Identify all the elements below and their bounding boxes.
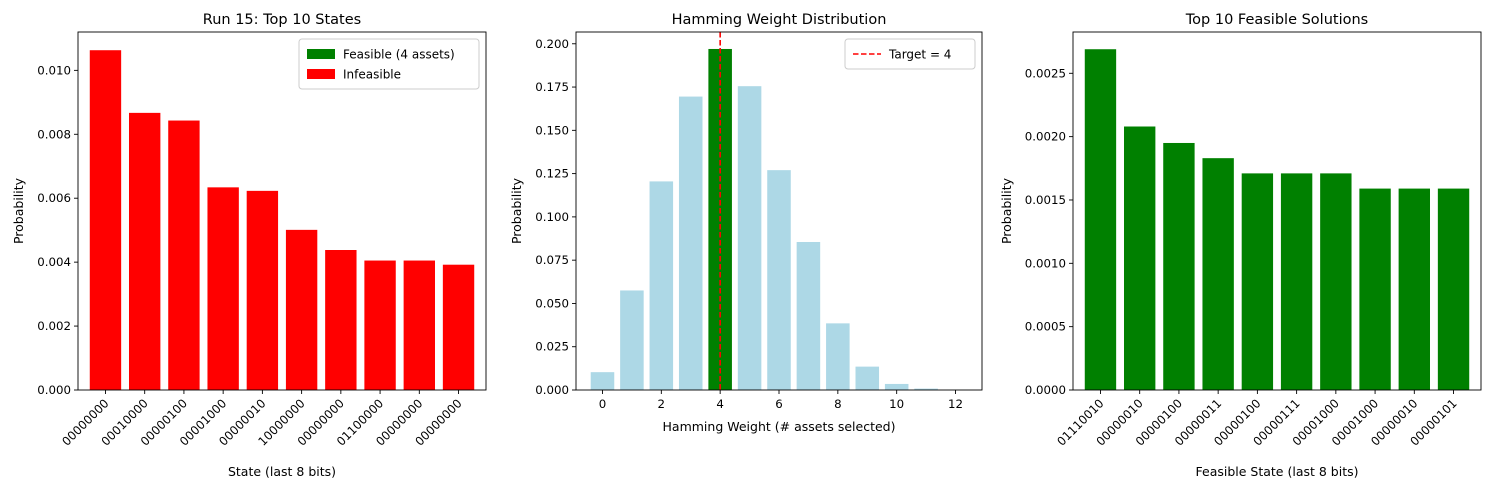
y-tick-label: 0.004	[37, 255, 71, 269]
y-tick-label: 0.0000	[1025, 383, 1066, 397]
y-tick-label: 0.050	[535, 296, 569, 310]
y-tick-label: 0.175	[535, 80, 569, 94]
bar	[285, 229, 318, 390]
y-axis-label: Probability	[999, 177, 1014, 244]
y-tick-label: 0.200	[535, 37, 569, 51]
x-tick-label: 12	[948, 397, 963, 411]
bar	[1398, 188, 1430, 390]
y-tick-label: 0.100	[535, 210, 569, 224]
bar	[403, 260, 435, 390]
x-tick-label: 4	[716, 397, 724, 411]
bars	[590, 48, 968, 391]
chart-panel-1: 0.000 0.002 0.004 0.006 0.008 0.010 0000000000…	[11, 12, 487, 479]
bar	[364, 260, 396, 390]
bar	[1359, 188, 1391, 390]
x-axis-label: Hamming Weight (# assets selected)	[663, 419, 896, 434]
y-axis-label: Probability	[509, 177, 524, 244]
bar	[649, 181, 674, 390]
bar	[325, 250, 357, 390]
bar	[1202, 158, 1234, 390]
legend: Target = 4	[844, 38, 976, 70]
chart-title: Run 15: Top 10 States	[203, 12, 361, 28]
y-tick-label: 0.002	[37, 319, 71, 333]
bar	[884, 383, 909, 390]
y-tick-label: 0.075	[535, 253, 569, 267]
bar	[207, 187, 239, 390]
y-tick-label: 0.0025	[1025, 66, 1066, 80]
axes-frame	[1072, 31, 1482, 391]
bar	[914, 388, 938, 390]
y-axis: 0.000 0.002 0.004 0.006 0.008 0.010	[37, 63, 78, 397]
y-tick-label: 0.025	[535, 340, 569, 354]
bar	[826, 323, 850, 390]
bars	[1084, 49, 1470, 390]
bar	[129, 112, 161, 391]
y-tick-label: 0.006	[37, 191, 71, 205]
y-tick-label: 0.150	[535, 123, 569, 137]
y-tick-label: 0.0010	[1025, 256, 1066, 270]
x-axis-label: Feasible State (last 8 bits)	[1196, 464, 1359, 479]
y-tick-label: 0.0020	[1025, 130, 1066, 144]
bar	[1241, 173, 1274, 390]
legend-label: Infeasible	[343, 68, 401, 82]
x-tick-label: 10	[889, 397, 904, 411]
bar	[246, 190, 279, 390]
x-tick-label: 6	[775, 397, 783, 411]
bar	[1280, 173, 1313, 390]
chart-panel-3: 0.0000 0.0005 0.0010 0.0015 0.0020 0.0025 0111…	[999, 12, 1482, 479]
y-tick-label: 0.000	[535, 383, 569, 397]
y-tick-label: 0.0015	[1025, 193, 1066, 207]
x-tick-label: 8	[834, 397, 842, 411]
x-tick-label: 2	[658, 397, 666, 411]
bar	[1124, 126, 1156, 390]
y-axis: 0.0000 0.0005 0.0010 0.0015 0.0020 0.0025	[1025, 66, 1073, 397]
y-tick-label: 0.000	[37, 383, 71, 397]
legend-box	[298, 38, 480, 90]
bar	[442, 264, 475, 390]
legend-box	[844, 38, 976, 70]
chart-panel-2: 0.000 0.025 0.050 0.075 0.100 0.125 0.150 0.175…	[509, 12, 983, 434]
chart-title: Top 10 Feasible Solutions	[1185, 12, 1368, 28]
bar	[737, 86, 762, 391]
x-axis: 0000000000010000000001000000100000000010…	[59, 390, 465, 449]
bar	[1437, 188, 1470, 390]
y-tick-label: 0.0005	[1025, 320, 1066, 334]
legend: Feasible (4 assets) Infeasible	[298, 38, 480, 90]
y-axis-label: Probability	[11, 177, 26, 244]
axes-frame	[77, 31, 487, 391]
y-tick-label: 0.010	[37, 63, 71, 77]
legend-swatch	[307, 49, 335, 59]
x-axis: 0111001000000010000001000000001100000100…	[1054, 390, 1460, 449]
bar	[796, 241, 821, 390]
bar	[590, 372, 615, 390]
bars	[89, 50, 475, 391]
x-axis-label: State (last 8 bits)	[228, 464, 336, 479]
bar	[1163, 142, 1195, 390]
bar	[620, 290, 644, 390]
bar	[1084, 49, 1117, 390]
legend-label: Target = 4	[888, 48, 951, 62]
bar	[855, 366, 880, 390]
legend-swatch	[307, 69, 335, 79]
bar	[168, 120, 200, 390]
bar	[767, 170, 791, 390]
legend-label: Feasible (4 assets)	[343, 48, 455, 62]
x-tick-label: 0	[599, 397, 607, 411]
bar	[678, 96, 703, 390]
bar	[1320, 173, 1352, 390]
y-tick-label: 0.125	[535, 167, 569, 181]
y-axis: 0.000 0.025 0.050 0.075 0.100 0.125 0.150 0.175…	[535, 37, 576, 397]
x-axis: 0 2 4 6 8 10 12	[599, 390, 963, 411]
bar	[89, 50, 122, 390]
y-tick-label: 0.008	[37, 127, 71, 141]
chart-title: Hamming Weight Distribution	[672, 12, 887, 28]
